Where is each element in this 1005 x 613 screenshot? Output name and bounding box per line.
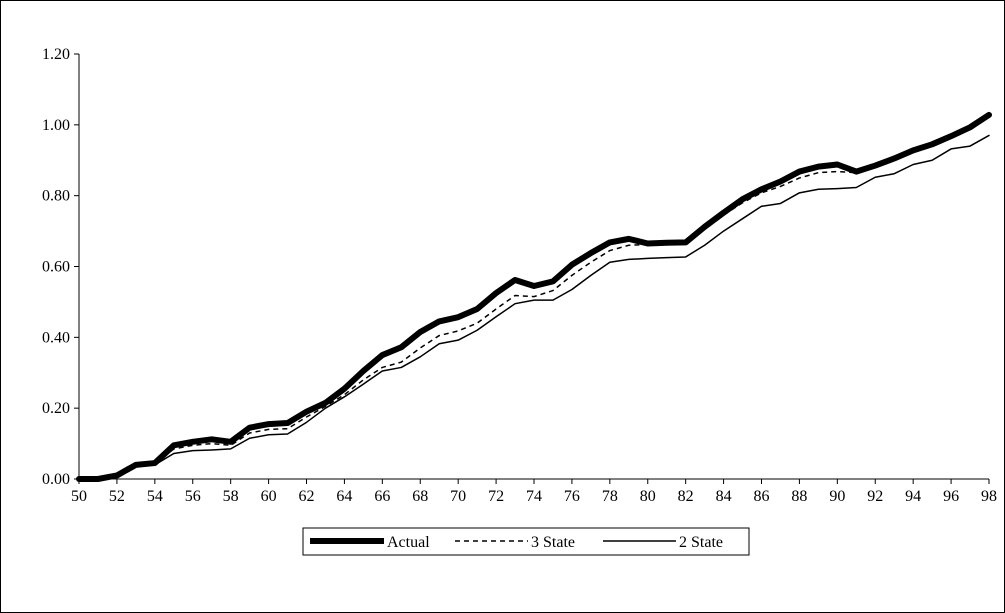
x-tick-label: 60 bbox=[261, 488, 277, 505]
legend-label-2-state: 2 State bbox=[679, 534, 723, 551]
series-lines bbox=[76, 111, 992, 482]
x-tick-label: 62 bbox=[299, 488, 315, 505]
y-tick-label: 0.60 bbox=[42, 259, 70, 276]
x-tick-label: 96 bbox=[943, 488, 959, 505]
legend: Actual 3 State 2 State bbox=[302, 527, 750, 556]
x-tick-label: 88 bbox=[791, 488, 807, 505]
y-tick-label: 0.80 bbox=[42, 188, 70, 205]
x-tick-label: 56 bbox=[185, 488, 201, 505]
x-tick-label: 74 bbox=[526, 488, 542, 505]
y-tick-label: 0.40 bbox=[42, 329, 70, 346]
y-tick-label: 0.20 bbox=[42, 400, 70, 417]
y-tick-label: 0.00 bbox=[42, 471, 70, 488]
legend-label-actual: Actual bbox=[387, 534, 430, 551]
x-ticks: 50 52 54 56 58 60 62 64 66 68 70 72 74 76 78 80 82 84 86 88… bbox=[71, 479, 997, 505]
x-tick-label: 86 bbox=[754, 488, 770, 505]
x-tick-label: 98 bbox=[981, 488, 997, 505]
x-tick-label: 54 bbox=[147, 488, 163, 505]
x-tick-label: 94 bbox=[905, 488, 921, 505]
x-tick-label: 58 bbox=[223, 488, 239, 505]
x-tick-label: 72 bbox=[488, 488, 504, 505]
x-tick-label: 84 bbox=[716, 488, 732, 505]
x-tick-label: 70 bbox=[450, 488, 466, 505]
series-line-3-state bbox=[79, 113, 990, 480]
x-tick-label: 80 bbox=[640, 488, 656, 505]
x-tick-label: 90 bbox=[829, 488, 845, 505]
legend-label-3-state: 3 State bbox=[531, 534, 575, 551]
x-tick-label: 68 bbox=[412, 488, 428, 505]
x-tick-label: 82 bbox=[678, 488, 694, 505]
x-tick-label: 64 bbox=[336, 488, 352, 505]
series-line-actual bbox=[76, 111, 992, 482]
y-tick-label: 1.00 bbox=[42, 117, 70, 134]
y-tick-label: 1.20 bbox=[42, 46, 70, 63]
x-tick-label: 66 bbox=[374, 488, 390, 505]
y-ticks: 0.00 0.20 0.40 0.60 0.80 1.00 1.20 bbox=[42, 46, 79, 488]
x-tick-label: 52 bbox=[109, 488, 125, 505]
series-line-2-state bbox=[78, 134, 990, 480]
x-tick-label: 76 bbox=[564, 488, 580, 505]
x-tick-label: 92 bbox=[867, 488, 883, 505]
axes bbox=[78, 54, 989, 480]
x-tick-label: 78 bbox=[602, 488, 618, 505]
x-tick-label: 50 bbox=[71, 488, 87, 505]
